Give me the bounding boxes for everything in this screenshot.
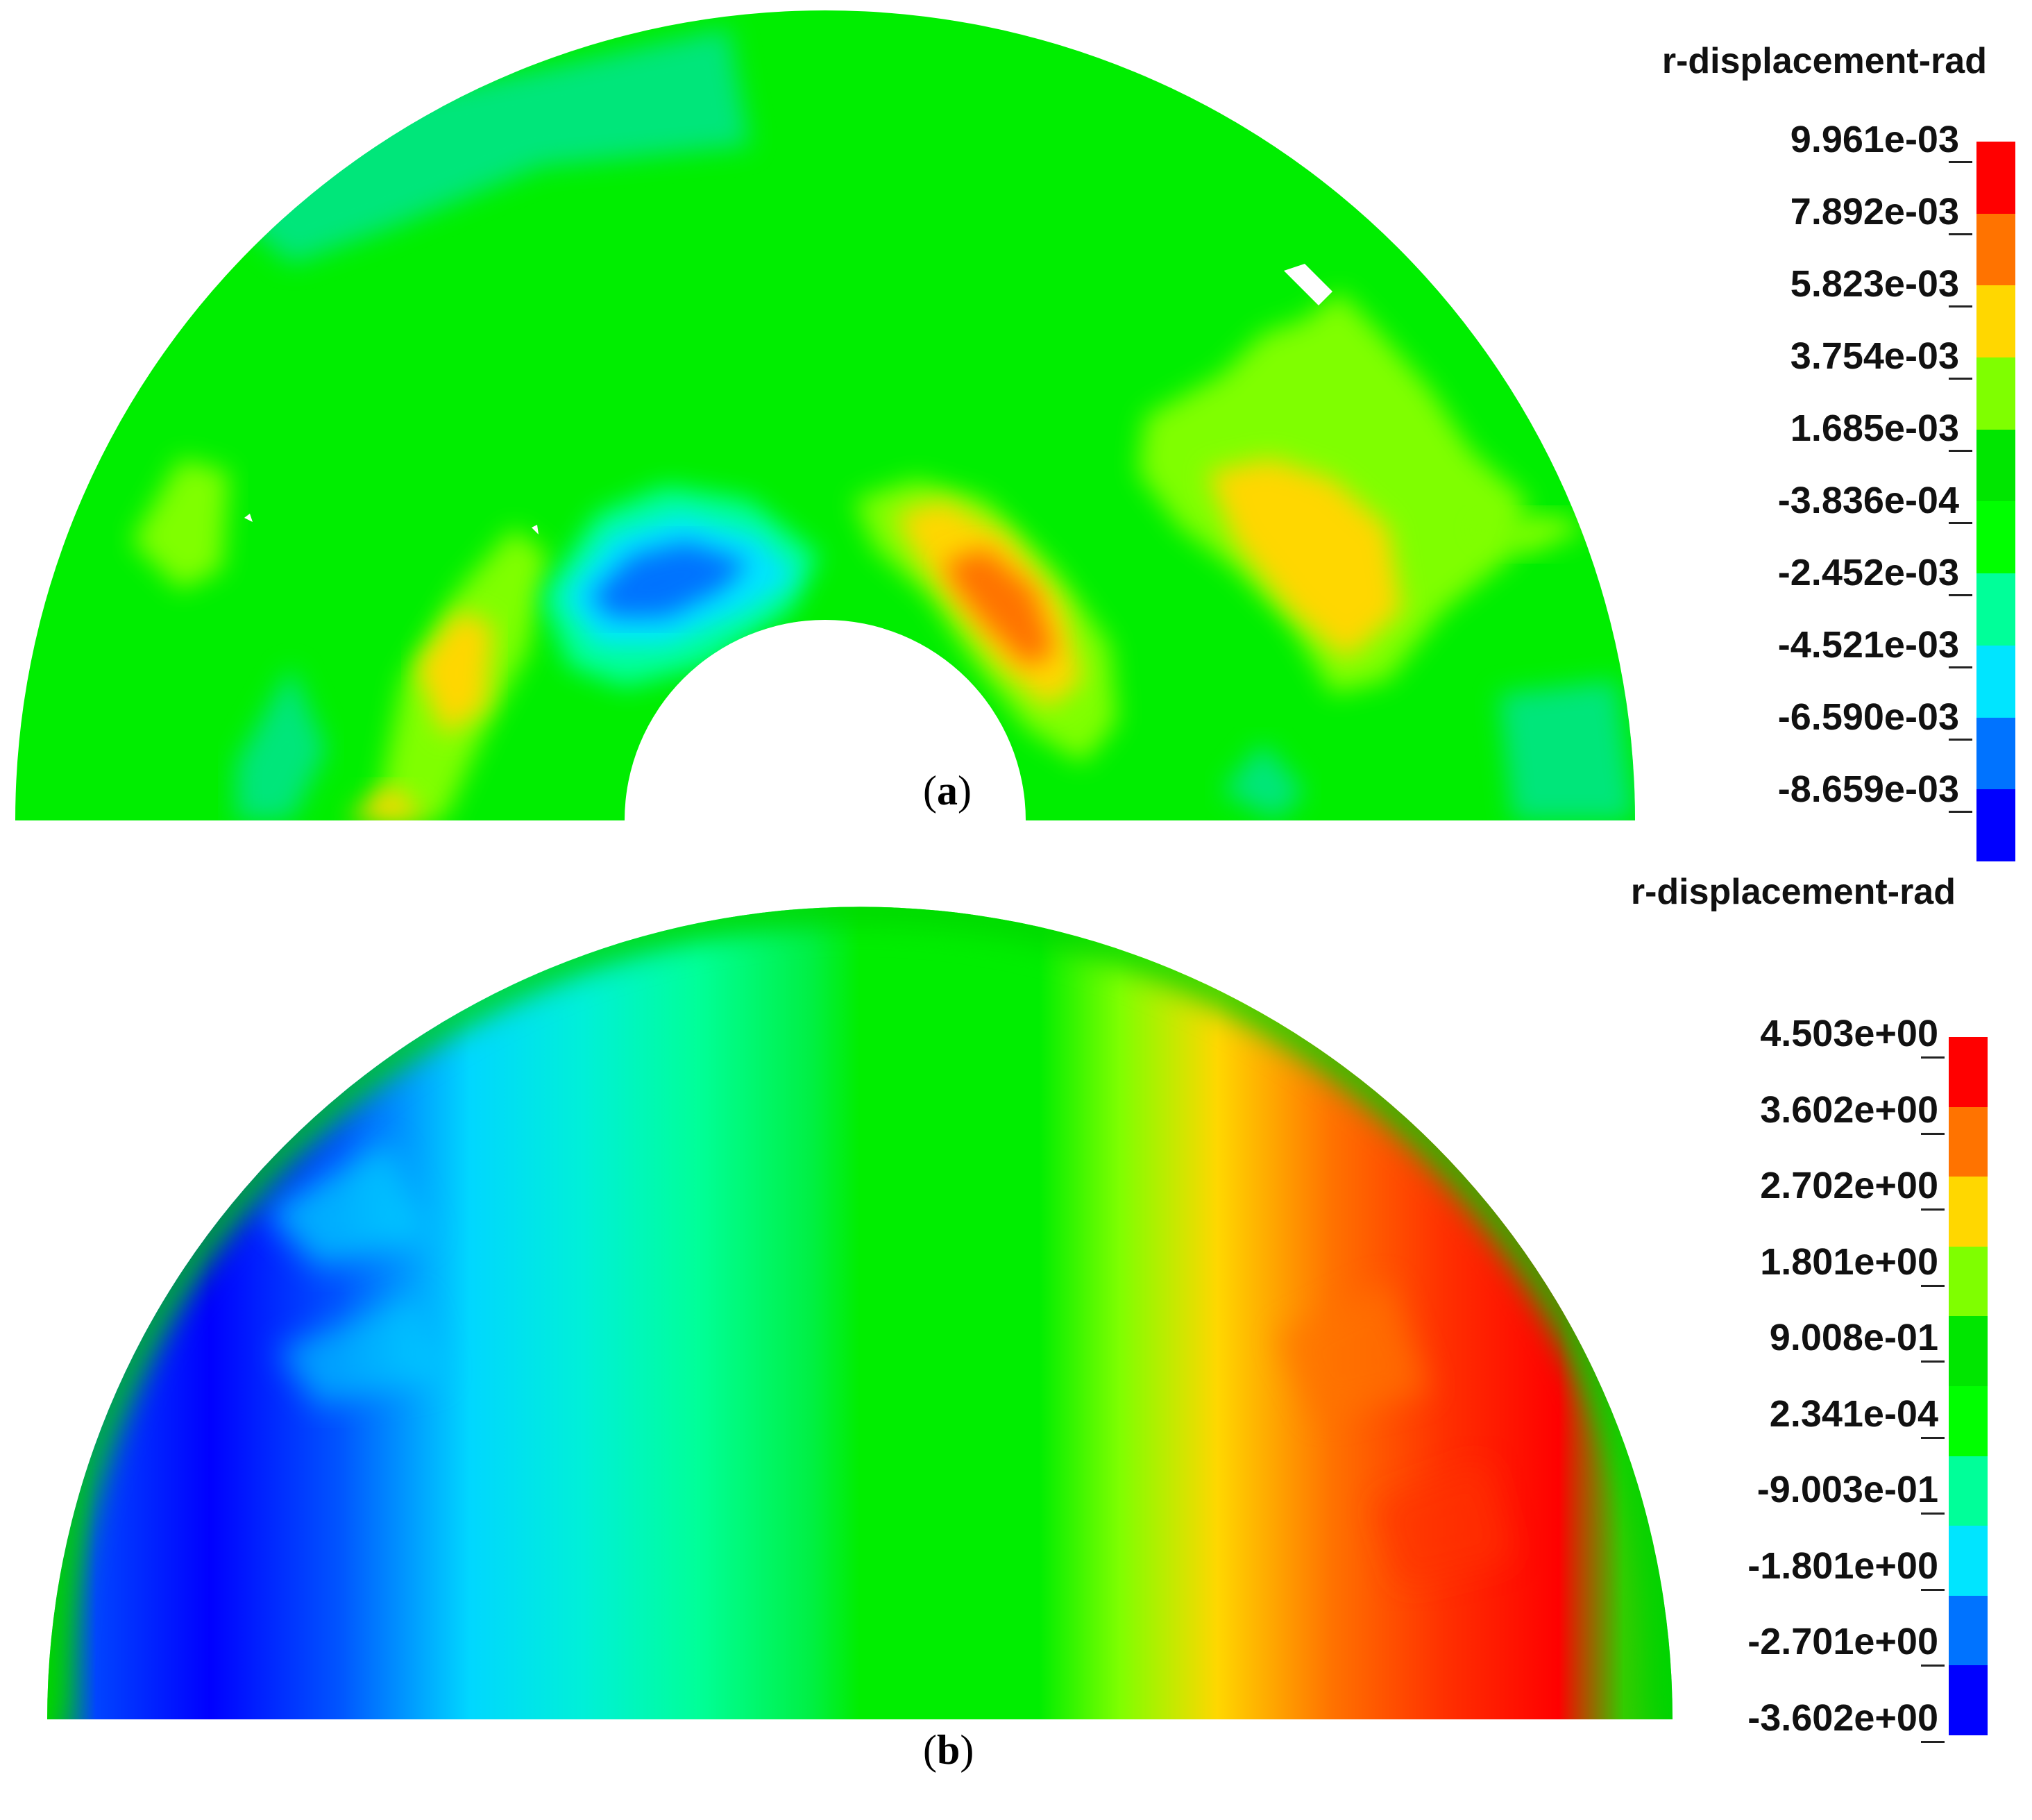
legend-tick-mark [1921,1588,1945,1591]
color-bar-segment [1976,573,2015,646]
color-legend-a: r-displacement-rad 9.961e-03 7.892e-03 5.8… [1561,28,2032,861]
legend-tick-mark [1921,1132,1945,1135]
legend-tick-label: 9.008e-01 [1769,1317,1938,1358]
color-bar-segment [1949,1526,1988,1596]
caption-a: (a) [923,768,972,814]
color-bar-segment [1976,213,2015,286]
legend-tick-label: -6.590e-03 [1777,696,1959,738]
color-legend-b: r-displacement-rad 4.503e+00 3.602e+00 2.7… [1555,868,2032,1743]
legend-title-a: r-displacement-rad [1661,41,1987,81]
legend-tick-mark [1949,450,1972,452]
contour-plot-a [15,10,1635,820]
mesh-gap-1 [1284,264,1332,305]
mesh-gap-3 [532,525,539,534]
mesh-gap-2 [244,514,253,522]
legend-tick-label: 2.341e-04 [1769,1392,1938,1435]
legend-tick-label: 4.503e+00 [1760,1013,1938,1054]
legend-tick-label: 1.801e+00 [1760,1240,1938,1283]
legend-title-b: r-displacement-rad [1630,872,1956,912]
color-bar-segment [1976,789,2015,861]
color-bar-segment [1949,1177,1988,1247]
color-bar-segment [1949,1037,1988,1107]
legend-tick-mark [1949,522,1972,524]
legend-tick-label: 9.961e-03 [1790,119,1959,160]
legend-tick-label: -3.836e-04 [1777,480,1959,521]
legend-tick-mark [1921,1740,1945,1743]
legend-tick-mark [1921,1208,1945,1211]
contour-plot-b [47,907,1673,1719]
legend-tick-label: -8.659e-03 [1777,768,1959,810]
legend-tick-mark [1949,233,1972,235]
legend-tick-label: 1.685e-03 [1790,407,1959,449]
legend-tick-mark [1949,594,1972,596]
legend-tick-label: -9.003e-01 [1756,1469,1938,1510]
legend-tick-mark [1921,1284,1945,1287]
legend-tick-mark [1921,1513,1945,1515]
color-bar-segment [1976,501,2015,574]
legend-tick-label: -3.602e+00 [1747,1696,1938,1739]
legend-tick-mark [1949,666,1972,668]
legend-tick-label: 2.702e+00 [1760,1165,1938,1206]
caption-b: (b) [923,1727,974,1773]
color-bar-segment [1949,1665,1988,1735]
caption-label-a: a [936,768,958,814]
legend-tick-mark [1921,1056,1945,1059]
panel-a: r-displacement-rad 9.961e-03 7.892e-03 5.8… [0,0,2032,861]
legend-tick-label: -1.801e+00 [1747,1544,1938,1587]
color-bar-segment [1976,357,2015,430]
color-bar-segment [1949,1595,1988,1666]
color-bar-segment [1949,1385,1988,1456]
legend-tick-mark [1949,305,1972,307]
legend-tick-label: 3.602e+00 [1760,1088,1938,1131]
color-bar-segment [1949,1456,1988,1526]
color-bar-segment [1949,1316,1988,1386]
legend-tick-label: 5.823e-03 [1790,263,1959,305]
color-bar-a [1976,142,2015,861]
legend-tick-mark [1921,1665,1945,1667]
panel-b: r-displacement-rad 4.503e+00 3.602e+00 2.7… [0,850,2032,1820]
caption-label-b: b [936,1727,960,1773]
color-bar-segment [1949,1246,1988,1317]
legend-tick-label: 3.754e-03 [1790,335,1959,377]
legend-tick-mark [1949,161,1972,163]
annulus-field-a [15,10,1635,820]
legend-tick-label: 7.892e-03 [1790,191,1959,233]
legend-tick-mark [1949,811,1972,813]
legend-tick-mark [1921,1360,1945,1363]
color-bar-segment [1949,1106,1988,1177]
legend-tick-mark [1949,378,1972,380]
half-disk-field-b [47,907,1673,1719]
legend-tick-mark [1921,1436,1945,1439]
legend-tick-mark [1949,739,1972,741]
color-bar-segment [1976,645,2015,718]
legend-tick-label: -2.701e+00 [1747,1621,1938,1662]
color-bar-segment [1976,285,2015,358]
color-bar-segment [1976,142,2015,214]
color-bar-b [1949,1037,1988,1735]
legend-tick-label: -2.452e-03 [1777,552,1959,593]
color-bar-segment [1976,429,2015,502]
legend-tick-label: -4.521e-03 [1777,624,1959,666]
color-bar-segment [1976,717,2015,790]
